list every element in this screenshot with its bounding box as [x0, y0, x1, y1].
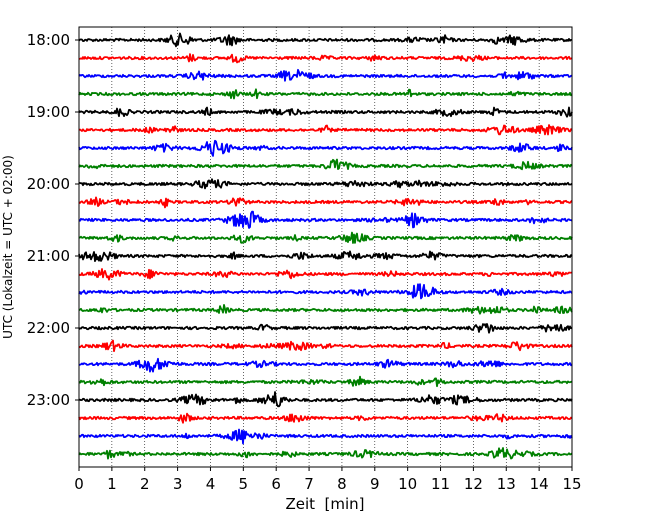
x-tick-label: 2: [140, 475, 150, 493]
seismic-trace: [78, 268, 572, 281]
x-tick-label: 0: [74, 475, 84, 493]
x-tick-label: 12: [464, 475, 483, 493]
seismic-trace: [78, 412, 573, 424]
seismic-trace: [78, 323, 573, 334]
seismic-trace: [78, 357, 573, 373]
x-tick-label: 9: [370, 475, 380, 493]
x-tick-label: 11: [431, 475, 450, 493]
x-tick-label: 7: [304, 475, 314, 493]
seismic-trace: [78, 391, 573, 408]
x-tick-label: 1: [107, 475, 117, 493]
plot-frame: [78, 26, 573, 468]
seismic-trace: [78, 196, 573, 209]
seismic-trace: [78, 210, 573, 229]
y-tick-label: 19:00: [27, 103, 70, 121]
seismic-trace: [78, 231, 573, 244]
seismic-trace: [78, 158, 573, 171]
seismic-trace: [78, 428, 573, 445]
y-tick-label: 18:00: [27, 31, 70, 49]
plot-background: [79, 27, 572, 467]
seismic-trace: [78, 447, 573, 460]
x-tick-label: 14: [530, 475, 549, 493]
seismic-trace: [78, 53, 573, 64]
x-tick-label: 13: [497, 475, 516, 493]
x-tick-label: 15: [562, 475, 581, 493]
x-tick-label: 3: [173, 475, 183, 493]
seismic-trace: [78, 106, 573, 118]
trace-group: [78, 32, 573, 460]
seismic-trace: [78, 68, 573, 82]
seismic-trace: [78, 375, 573, 388]
x-axis: 0 1 2 3 4 5 6 7 8 9 10 11 12 13 14 15: [74, 467, 582, 493]
y-tick-label: 22:00: [27, 319, 70, 337]
x-axis-label: Zeit [min]: [285, 495, 364, 513]
x-tick-label: 8: [337, 475, 347, 493]
y-tick-label: 23:00: [27, 391, 70, 409]
seismic-trace: [78, 88, 573, 100]
x-tick-label: 10: [398, 475, 417, 493]
x-tick-label: 5: [239, 475, 249, 493]
seismic-trace: [78, 250, 573, 263]
seismic-trace: [78, 283, 573, 300]
y-tick-label: 21:00: [27, 247, 70, 265]
x-tick-label: 4: [206, 475, 216, 493]
x-tick-label: 6: [271, 475, 281, 493]
y-axis-label: UTC (Lokalzeit = UTC + 02:00): [1, 155, 15, 339]
y-tick-label: 20:00: [27, 175, 70, 193]
seismic-trace: [78, 139, 573, 157]
seismic-trace: [78, 178, 573, 190]
y-axis: 18:00 19:00 20:00 21:00 22:00 23:00: [27, 31, 79, 409]
seismic-trace: [78, 304, 573, 315]
seismic-trace: [78, 124, 573, 136]
seismic-trace: [78, 32, 573, 48]
seismic-trace: [78, 339, 573, 353]
